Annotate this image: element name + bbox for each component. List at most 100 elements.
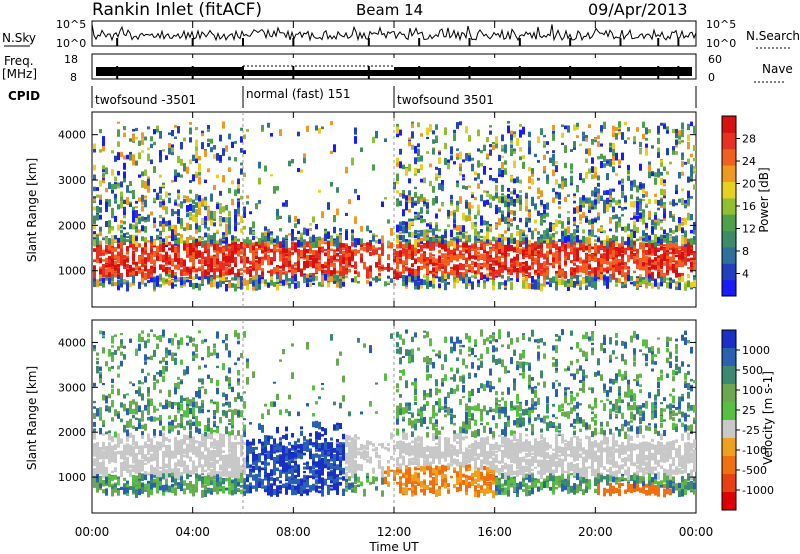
range-cell (522, 232, 525, 235)
range-cell (453, 252, 456, 261)
range-cell (621, 184, 624, 192)
range-cell (471, 245, 474, 249)
range-cell (474, 261, 477, 268)
range-cell (207, 129, 210, 132)
range-cell (210, 210, 213, 219)
range-cell (228, 229, 231, 235)
range-cell (573, 235, 576, 240)
range-cell (678, 272, 681, 277)
range-cell (156, 192, 159, 200)
range-cell (117, 279, 120, 286)
range-cell (468, 185, 471, 188)
range-cell (570, 269, 573, 276)
range-cell (369, 230, 372, 233)
range-cell (396, 159, 399, 167)
range-cell (309, 260, 312, 267)
range-cell (102, 446, 105, 450)
range-cell (594, 199, 597, 205)
range-cell (195, 222, 198, 230)
range-cell (537, 259, 540, 266)
range-cell (411, 131, 414, 139)
range-cell (453, 129, 456, 134)
range-cell (408, 248, 411, 252)
range-cell (147, 279, 150, 284)
range-cell (402, 274, 405, 280)
range-cell (285, 253, 288, 256)
range-cell (252, 245, 255, 251)
power-heatmap (93, 112, 696, 307)
range-cell (237, 185, 240, 194)
range-cell (357, 195, 360, 201)
range-cell (138, 473, 141, 479)
range-cell (570, 149, 573, 152)
range-cell (597, 267, 600, 271)
range-cell (507, 216, 510, 225)
range-cell (99, 417, 102, 421)
range-cell (498, 264, 501, 268)
range-cell (513, 160, 516, 169)
range-cell (180, 261, 183, 268)
range-cell (126, 436, 129, 442)
range-cell (495, 136, 498, 144)
range-cell (675, 284, 678, 291)
range-cell (546, 239, 549, 244)
range-cell (195, 209, 198, 217)
range-cell (210, 138, 213, 144)
range-cell (279, 254, 282, 262)
range-cell (663, 217, 666, 221)
range-cell (411, 274, 414, 282)
range-cell (549, 244, 552, 250)
range-cell (675, 281, 678, 284)
range-cell (420, 155, 423, 162)
range-cell (447, 240, 450, 247)
range-cell (657, 249, 660, 252)
range-cell (501, 214, 504, 222)
range-cell (132, 159, 135, 166)
range-cell (132, 399, 135, 405)
range-cell (471, 205, 474, 209)
range-cell (636, 127, 639, 132)
range-cell (513, 247, 516, 253)
range-cell (249, 227, 252, 235)
range-cell (402, 191, 405, 199)
range-cell (537, 160, 540, 163)
range-cell (237, 244, 240, 249)
range-cell (183, 240, 186, 244)
range-cell (420, 278, 423, 286)
range-cell (132, 154, 135, 161)
range-cell (132, 190, 135, 198)
range-cell (558, 220, 561, 225)
range-cell (189, 159, 192, 165)
range-cell (417, 281, 420, 290)
range-cell (612, 166, 615, 173)
range-cell (555, 283, 558, 291)
range-cell (231, 277, 234, 281)
range-cell (456, 242, 459, 246)
range-cell (672, 248, 675, 257)
range-cell (168, 247, 171, 251)
range-cell (123, 460, 126, 466)
range-cell (642, 183, 645, 189)
range-cell (657, 168, 660, 174)
range-cell (465, 250, 468, 254)
range-cell (126, 257, 129, 263)
range-cell (591, 282, 594, 288)
range-cell (234, 256, 237, 264)
range-cell (381, 248, 384, 256)
range-cell (312, 276, 315, 282)
range-cell (489, 239, 492, 244)
range-cell (111, 169, 114, 176)
range-cell (462, 247, 465, 253)
range-cell (102, 464, 105, 473)
range-cell (609, 201, 612, 208)
range-cell (129, 223, 132, 230)
range-cell (342, 280, 345, 287)
range-cell (123, 126, 126, 131)
range-cell (405, 239, 408, 242)
range-cell (504, 249, 507, 252)
range-cell (276, 273, 279, 279)
range-cell (645, 222, 648, 228)
range-cell (132, 206, 135, 211)
range-cell (678, 198, 681, 203)
range-cell (474, 177, 477, 181)
